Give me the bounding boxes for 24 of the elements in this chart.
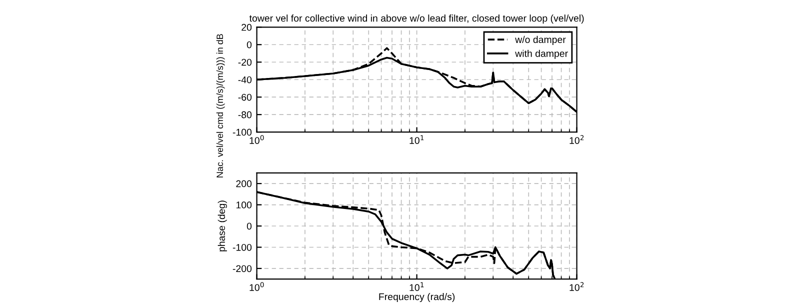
y-tick-label: -20 [238,58,252,66]
legend-label: with damper [515,50,568,59]
legend-label: w/o damper [515,36,566,45]
x-tick-label: 10$^{2}$ [570,135,584,144]
x-tick-label: 10$^{1}$ [410,135,424,144]
y-axis-title: Nac. vel/vel cmd ((m/s)/(m/s))) in dB [216,34,225,178]
y-tick-label: -200 [232,265,252,272]
x-tick-label: 10$^{2}$ [570,282,584,292]
y-tick-label: -80 [238,111,252,118]
y-tick-label: -100 [232,244,252,251]
x-tick-label: 10$^{1}$ [410,282,424,292]
y-tick-label: -40 [238,76,252,84]
x-tick-label: 10$^{0}$ [250,135,264,144]
y-tick-label: 0 [246,41,252,48]
y-tick-label: 20 [242,24,252,31]
chart-title: tower vel for collective wind in above w/o lead filter, closed tower loop (vel/vel) [249,14,584,24]
y-tick-label: 100 [236,202,252,208]
y-axis-title: phase (deg) [218,200,227,252]
x-axis-title: Frequency (rad/s) [379,293,455,302]
y-tick-label: 200 [236,180,252,188]
y-tick-label: 0 [246,222,252,230]
y-tick-label: -60 [238,94,252,101]
x-tick-label: 10$^{0}$ [250,282,264,292]
y-tick-label: -100 [232,128,252,136]
